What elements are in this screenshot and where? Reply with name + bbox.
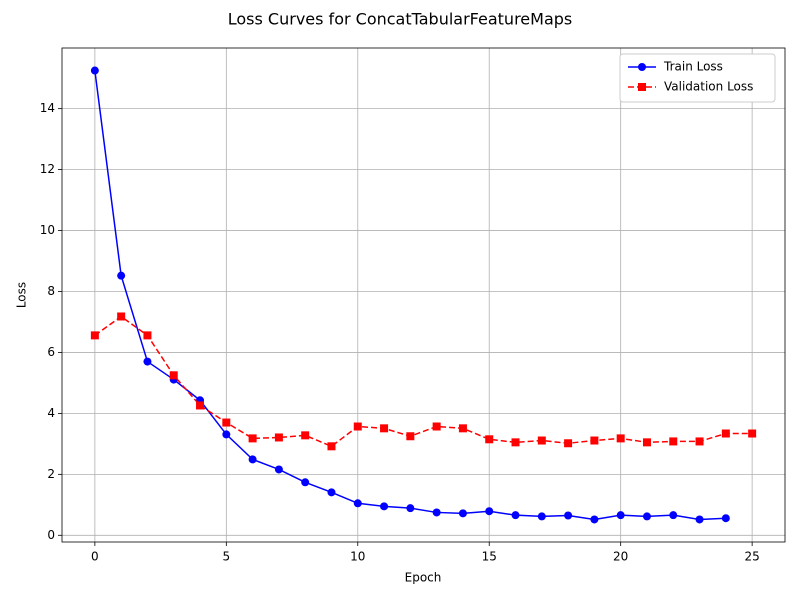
marker — [169, 371, 178, 380]
x-tick-label: 25 — [744, 550, 759, 564]
marker — [458, 509, 467, 518]
marker — [564, 511, 573, 520]
marker — [590, 515, 599, 524]
marker — [117, 312, 126, 321]
marker — [274, 433, 283, 442]
marker — [301, 431, 310, 440]
marker — [222, 430, 231, 439]
marker — [748, 429, 757, 438]
chart-title: Loss Curves for ConcatTabularFeatureMaps — [228, 10, 572, 29]
x-tick-label: 20 — [613, 550, 628, 564]
marker — [196, 401, 205, 410]
marker — [353, 422, 362, 431]
marker — [117, 271, 126, 280]
marker — [327, 488, 336, 497]
marker — [537, 436, 546, 445]
x-tick-label: 15 — [482, 550, 497, 564]
marker — [222, 418, 231, 427]
marker — [721, 429, 730, 438]
y-tick-label: 10 — [40, 223, 55, 237]
marker — [669, 511, 678, 520]
plot-frame — [61, 47, 786, 543]
marker — [564, 439, 573, 448]
y-tick-label: 0 — [47, 528, 55, 542]
y-tick-label: 14 — [40, 101, 55, 115]
marker — [406, 432, 415, 441]
y-tick-label: 4 — [47, 406, 55, 420]
marker — [537, 512, 546, 521]
y-tick-label: 12 — [40, 162, 55, 176]
marker — [590, 436, 599, 445]
marker — [248, 434, 257, 443]
marker — [143, 331, 152, 340]
y-axis-label: Loss — [15, 282, 29, 308]
line — [94, 70, 726, 521]
marker — [616, 511, 625, 520]
marker — [616, 434, 625, 443]
y-tick-label: 2 — [47, 467, 55, 481]
marker — [432, 508, 441, 517]
marker — [511, 511, 520, 520]
x-axis-label: Epoch — [405, 571, 442, 585]
marker — [695, 437, 704, 446]
x-tick-label: 5 — [222, 550, 230, 564]
x-tick-label: 0 — [91, 550, 99, 564]
marker — [90, 66, 99, 75]
legend-box — [619, 53, 776, 103]
marker — [143, 357, 152, 366]
marker — [380, 502, 389, 511]
marker — [695, 515, 704, 524]
marker — [406, 504, 415, 513]
marker — [458, 424, 467, 433]
marker — [669, 437, 678, 446]
marker — [327, 442, 336, 451]
legend-label: Train Loss — [663, 60, 723, 74]
marker — [248, 455, 257, 464]
legend-marker — [638, 63, 646, 71]
line — [94, 315, 753, 448]
marker — [301, 478, 310, 487]
marker — [642, 512, 651, 521]
y-tick-label: 6 — [47, 345, 55, 359]
marker — [485, 507, 494, 516]
marker — [721, 514, 730, 523]
legend-label: Validation Loss — [664, 80, 753, 94]
marker — [380, 424, 389, 433]
y-tick-label: 8 — [47, 284, 55, 298]
x-tick-label: 10 — [350, 550, 365, 564]
marker — [432, 422, 441, 431]
legend-marker — [638, 83, 646, 91]
marker — [485, 435, 494, 444]
marker — [642, 438, 651, 447]
marker — [274, 465, 283, 474]
marker — [511, 438, 520, 447]
marker — [353, 499, 362, 508]
marker — [90, 331, 99, 340]
